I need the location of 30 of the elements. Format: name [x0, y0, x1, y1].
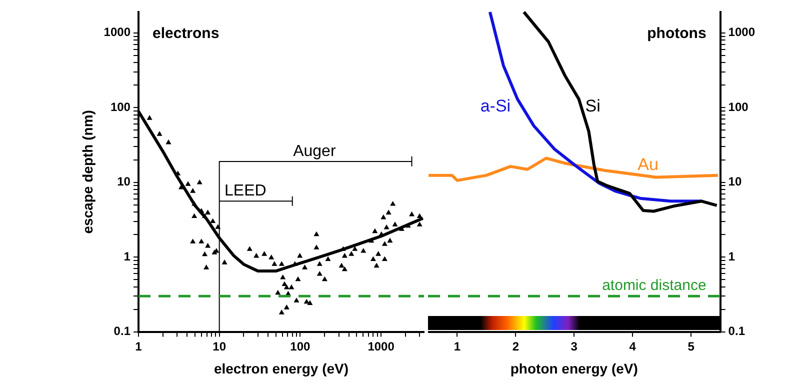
x-tick-label: 1: [454, 339, 461, 354]
y-tick-label: 1: [124, 249, 131, 264]
series-label: Si: [585, 96, 600, 116]
x-tick-label: 100: [290, 339, 311, 354]
ref-line-label: atomic distance: [602, 276, 706, 294]
y-tick-label: 1: [728, 249, 736, 264]
y-axis-title: escape depth (nm): [79, 110, 96, 234]
y-tick-label: 1000: [104, 25, 131, 40]
y-tick-label: 10: [728, 174, 742, 189]
x-axis-title: electron energy (eV): [214, 360, 349, 376]
x-axis-title: photon energy (eV): [510, 360, 638, 376]
series-label: Au: [638, 154, 658, 174]
y-tick-label: 100: [728, 100, 749, 114]
x-tick-label: 4: [629, 339, 636, 354]
annotation: photons: [647, 25, 706, 42]
series-label: a-Si: [480, 96, 511, 116]
annotation: LEED: [224, 182, 266, 200]
x-tick-label: 3: [570, 339, 578, 354]
x-tick-label: 1000: [368, 339, 395, 354]
y-tick-label: 0.1: [114, 324, 131, 338]
annotation: Auger: [293, 142, 336, 160]
annotation: electrons: [152, 25, 220, 42]
x-tick-label: 10: [212, 339, 226, 354]
x-tick-label: 5: [688, 339, 695, 354]
x-tick-label: 1: [135, 339, 142, 354]
y-tick-label: 100: [110, 100, 131, 114]
x-tick-label: 2: [512, 339, 520, 354]
y-tick-label: 10: [117, 174, 131, 189]
y-tick-label: 0.1: [728, 324, 746, 338]
y-tick-label: 1000: [728, 25, 756, 40]
